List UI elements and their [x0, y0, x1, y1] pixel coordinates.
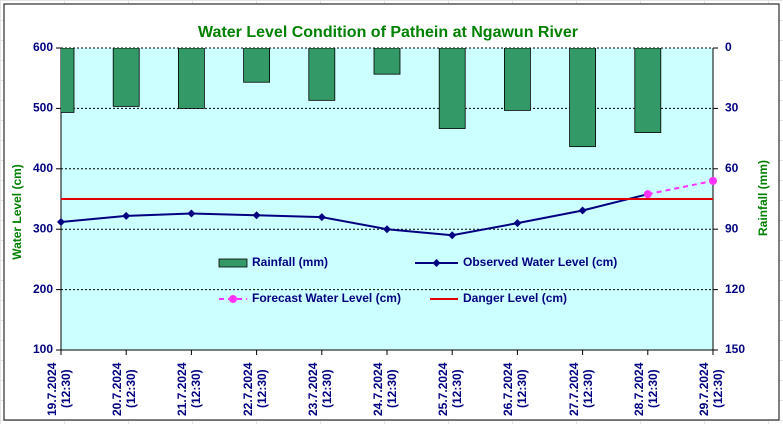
marker [513, 219, 522, 228]
y-tick-label: 300 [33, 221, 53, 235]
bar [308, 48, 336, 101]
marker [187, 209, 196, 218]
legend-label: Forecast Water Level (cm) [252, 291, 401, 305]
marker [57, 217, 65, 226]
marker [252, 211, 261, 220]
y-tick-label: 600 [33, 40, 53, 54]
bar [243, 48, 271, 83]
x-tick-label: 29.7.2024 (12:30) [697, 362, 725, 416]
bar [569, 48, 596, 148]
marker [448, 231, 457, 240]
x-tick-label: 24.7.2024 (12:30) [371, 362, 399, 416]
x-tick-label: 19.7.2024 (12:30) [45, 362, 73, 416]
plot-clip [61, 48, 662, 148]
y2-tick-label: 0 [725, 40, 732, 54]
marker [578, 206, 587, 215]
marker [709, 176, 717, 185]
y-tick-label: 400 [33, 161, 53, 175]
bar [503, 48, 531, 111]
x-tick-label: 27.7.2024 (12:30) [566, 362, 595, 416]
x-tick-label: 20.7.2024 (12:30) [110, 362, 139, 416]
marker [122, 211, 131, 220]
legend-label: Observed Water Level (cm) [463, 255, 617, 269]
marker [317, 213, 326, 222]
y2-tick-label: 30 [725, 101, 739, 115]
line [60, 193, 649, 237]
x-tick-label: 25.7.2024 (12:30) [436, 362, 465, 416]
y2-axis-label: Rainfall (mm) [756, 160, 770, 236]
y-tick-label: 200 [33, 282, 53, 296]
bar [373, 48, 401, 75]
y2-tick-label: 60 [725, 161, 739, 175]
bar [177, 48, 205, 109]
y2-tick-label: 120 [725, 282, 745, 296]
bar [634, 48, 662, 133]
legend-label: Rainfall (mm) [252, 255, 328, 269]
y-tick-label: 100 [33, 342, 53, 356]
marker [643, 190, 652, 199]
chart-title: Water Level Condition of Pathein at Ngaw… [198, 24, 578, 41]
y-tick-label: 500 [33, 101, 53, 115]
y2-tick-label: 90 [725, 221, 739, 235]
x-tick-label: 21.7.2024 (12:30) [175, 362, 204, 416]
line [647, 179, 714, 196]
bar [112, 48, 140, 107]
bar [61, 48, 75, 113]
legend-swatch [218, 258, 248, 268]
x-tick-label: 23.7.2024 (12:30) [305, 362, 334, 416]
y-axis-label: Water Level (cm) [10, 164, 24, 260]
x-tick-label: 28.7.2024 (12:30) [631, 362, 660, 416]
marker [383, 225, 391, 234]
y2-tick-label: 150 [725, 342, 745, 356]
legend-marker [432, 259, 441, 267]
x-tick-label: 22.7.2024 (12:30) [240, 362, 269, 416]
bar [438, 48, 466, 129]
legend-label: Danger Level (cm) [463, 291, 567, 305]
legend-marker [229, 295, 237, 303]
x-tick-label: 26.7.2024 (12:30) [501, 362, 530, 416]
